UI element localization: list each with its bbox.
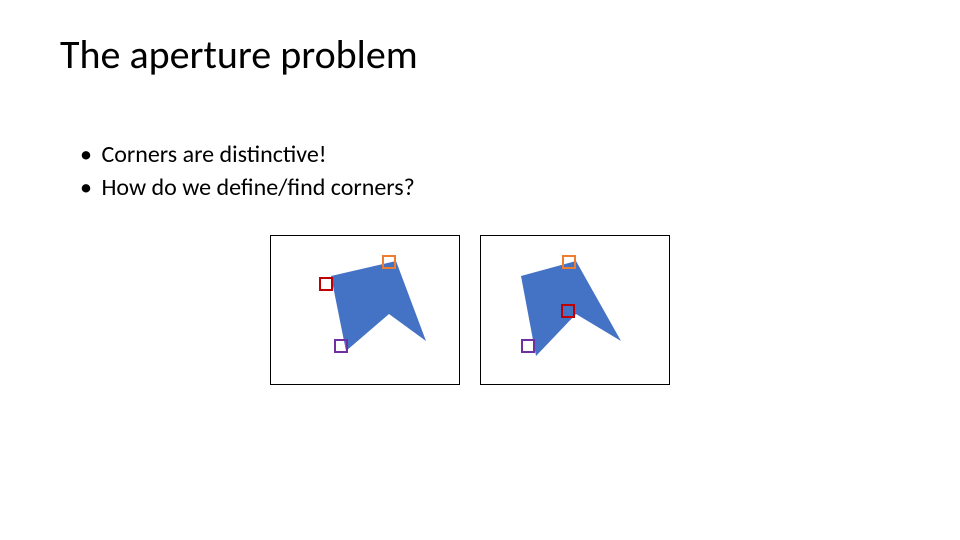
slide: The aperture problem • Corners are disti… xyxy=(0,0,960,540)
bullet-dot: • xyxy=(80,173,96,202)
figure-panel-right xyxy=(480,235,670,385)
shape-polygon xyxy=(331,261,426,351)
corner-marker xyxy=(382,255,396,269)
corner-marker xyxy=(334,339,348,353)
bullet-dot: • xyxy=(80,140,96,169)
bullet-text: Corners are distinctive! xyxy=(101,140,326,169)
corner-marker xyxy=(561,304,575,318)
figure-panels xyxy=(270,235,670,385)
bullet-item: • How do we define/find corners? xyxy=(80,173,415,202)
bullet-list: • Corners are distinctive! • How do we d… xyxy=(80,140,415,206)
bullet-text: How do we define/find corners? xyxy=(101,173,414,202)
corner-marker xyxy=(521,339,535,353)
corner-marker xyxy=(562,255,576,269)
figure-panel-left xyxy=(270,235,460,385)
corner-marker xyxy=(319,277,333,291)
polygon-left xyxy=(271,236,461,386)
slide-title: The aperture problem xyxy=(60,30,418,79)
polygon-right xyxy=(481,236,671,386)
bullet-item: • Corners are distinctive! xyxy=(80,140,415,169)
